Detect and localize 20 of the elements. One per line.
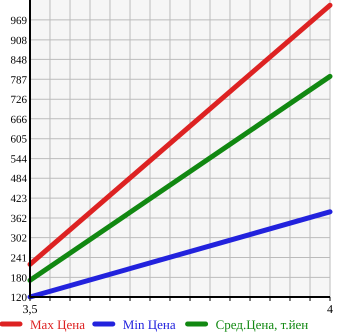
y-tick-label: 848 [10, 54, 28, 66]
y-tick-label: 423 [10, 193, 28, 206]
legend-label: Max Цена [30, 317, 86, 332]
y-tick-label: 605 [10, 134, 28, 146]
y-tick-label: 484 [10, 173, 28, 186]
y-tick-label: 787 [10, 74, 28, 86]
y-tick-label: 908 [10, 34, 28, 47]
y-tick-label: 302 [10, 232, 27, 245]
y-tick-label: 241 [10, 252, 27, 265]
y-tick-label: 180 [10, 272, 28, 284]
y-tick-label: 362 [10, 213, 27, 226]
y-tick-label: 120 [10, 292, 28, 304]
x-tick-label: 3,5 [22, 302, 38, 316]
x-tick-label: 4 [327, 302, 333, 316]
legend-label: Сред.Цена, т.йен [216, 317, 308, 332]
y-tick-label: 666 [10, 114, 28, 126]
legend-label: Min Цена [122, 317, 176, 332]
y-tick-label: 969 [10, 14, 28, 27]
y-tick-label: 544 [10, 154, 28, 166]
y-tick-label: 726 [10, 94, 28, 106]
